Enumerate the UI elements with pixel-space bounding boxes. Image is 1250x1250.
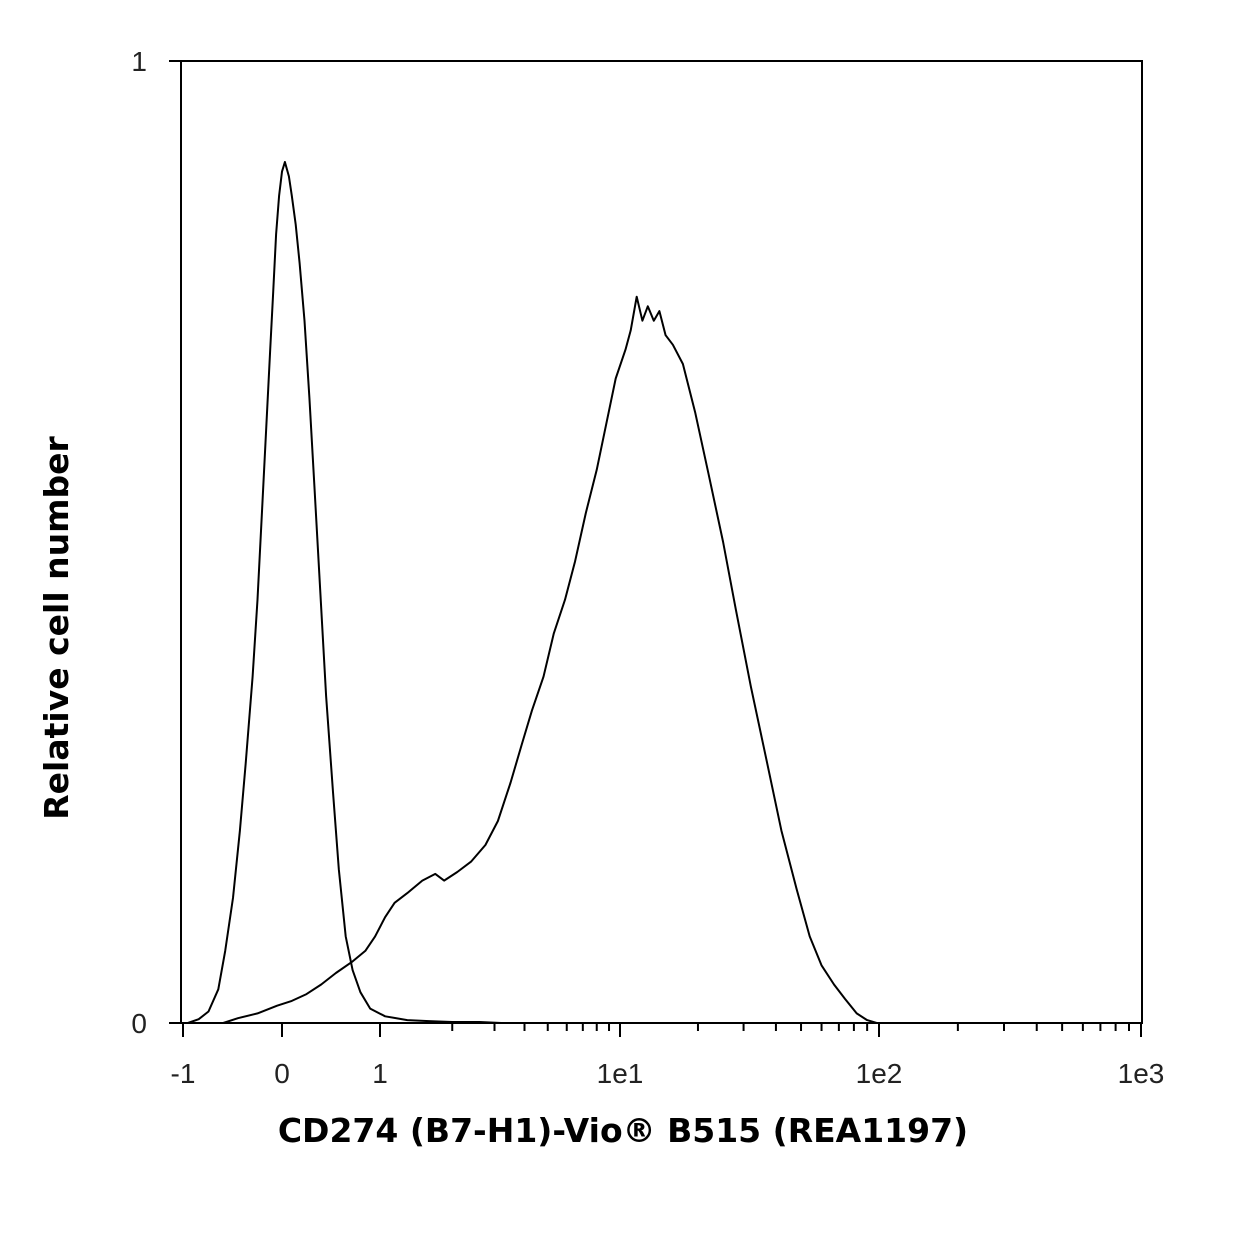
- x-minor-ticks: [451, 1023, 1131, 1031]
- x-tick-label: 0: [274, 1058, 290, 1089]
- y-axis-title: Relative cell number: [37, 436, 76, 820]
- x-axis-title: CD274 (B7-H1)-Vio® B515 (REA1197): [278, 1111, 968, 1150]
- x-tick-label: 1: [372, 1058, 388, 1089]
- plot-frame: [180, 60, 1143, 1024]
- x-tick-label: -1: [171, 1058, 196, 1089]
- axis-major-ticks: [169, 60, 1142, 1037]
- x-tick-label: 1e2: [856, 1058, 903, 1089]
- y-tick-label: 1: [131, 46, 147, 77]
- histogram-curves: [187, 161, 877, 1024]
- axis-tick-labels: -1 0 1 1e1 1e2 1e3 0 1: [131, 46, 1164, 1089]
- y-tick-label: 0: [131, 1008, 147, 1039]
- x-tick-label: 1e3: [1118, 1058, 1165, 1089]
- x-tick-label: 1e1: [597, 1058, 644, 1089]
- control-histogram-line: [187, 161, 502, 1024]
- stained-histogram-line: [222, 295, 877, 1024]
